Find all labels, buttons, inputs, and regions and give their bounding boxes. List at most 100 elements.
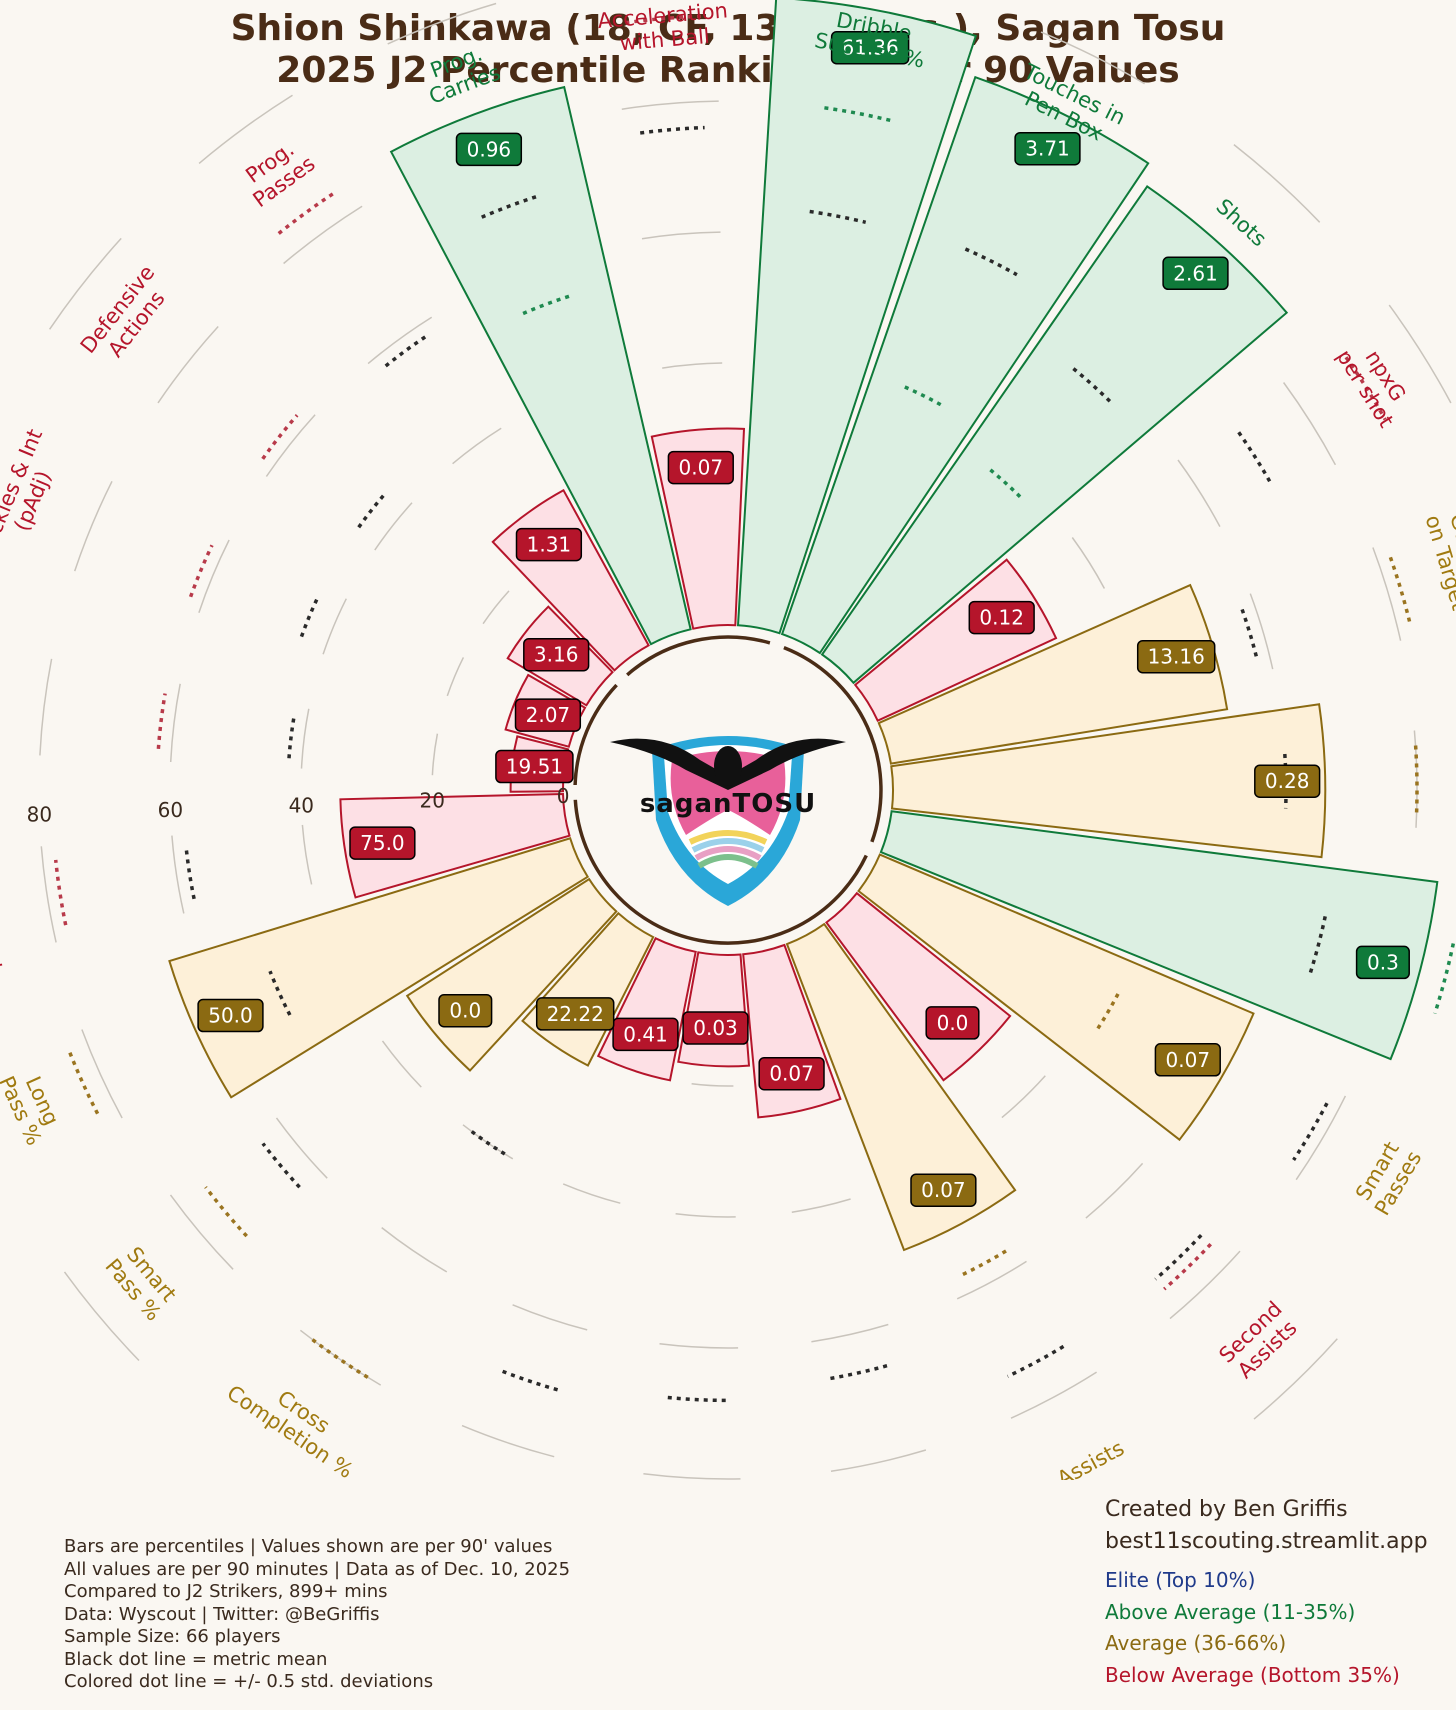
group-arc bbox=[783, 645, 883, 843]
value-label: 0.28 bbox=[1254, 764, 1321, 798]
gridline-arc bbox=[63, 1271, 140, 1362]
mean-dot-line bbox=[1237, 431, 1273, 485]
value-label-text: 0.07 bbox=[769, 1062, 814, 1086]
legend: Elite (Top 10%) Above Average (11-35%) A… bbox=[1105, 1565, 1400, 1691]
value-label-box bbox=[535, 997, 615, 1031]
mean-dot-line bbox=[1292, 1102, 1329, 1161]
gridline-arc bbox=[1001, 1075, 1046, 1119]
footer-note: Data: Wyscout | Twitter: @BeGriffis bbox=[64, 1603, 380, 1625]
value-label-text: 0.07 bbox=[921, 1178, 966, 1202]
metric-label: Shots bbox=[1211, 194, 1271, 251]
footer-notes: Bars are percentiles | Values shown are … bbox=[64, 1536, 570, 1694]
value-label-text: 3.16 bbox=[534, 643, 579, 667]
std-dev-dot-line bbox=[1163, 1243, 1212, 1291]
metric-label-text: npxGper shot bbox=[1332, 333, 1419, 432]
footer-note: Sample Size: 66 players bbox=[64, 1626, 281, 1647]
std-dev-dot-line bbox=[156, 693, 167, 750]
gridline-arc bbox=[367, 316, 433, 365]
value-label-text: 19.51 bbox=[506, 755, 563, 779]
gridline-arc bbox=[811, 1323, 889, 1343]
metric-label: Tackles & Int(pAdj) bbox=[0, 426, 56, 559]
std-dev-dot-line bbox=[522, 294, 572, 316]
bar bbox=[879, 810, 1439, 1061]
gridline-arc bbox=[381, 1040, 422, 1088]
percentile-radar-chart: 020406080100 19.512.073.161.310.960.0761… bbox=[0, 0, 1456, 1480]
value-label: 22.22 bbox=[535, 997, 615, 1031]
metric-label: DefensiveActions bbox=[76, 261, 170, 362]
value-label-box bbox=[514, 698, 582, 732]
value-label-box bbox=[910, 1173, 977, 1207]
value-label-box bbox=[968, 600, 1035, 635]
gridline-arc bbox=[301, 824, 313, 885]
gridline-arc bbox=[512, 1304, 588, 1331]
bar bbox=[820, 185, 1289, 685]
logo-stripe bbox=[688, 830, 768, 845]
gridline-arc bbox=[40, 846, 57, 943]
value-label: 0.3 bbox=[1355, 945, 1410, 980]
std-dev-dot-line bbox=[1433, 943, 1456, 1015]
mean-dot-line bbox=[809, 209, 867, 225]
std-dev-dot-line bbox=[188, 544, 214, 598]
std-dev-dot-line bbox=[261, 414, 299, 460]
std-dev-dot-line bbox=[67, 1050, 100, 1115]
metric-label-text: LongPass % bbox=[0, 1063, 68, 1149]
value-label-box bbox=[830, 30, 910, 65]
value-label-text: 75.0 bbox=[360, 831, 405, 855]
gridline-arc bbox=[1169, 1250, 1241, 1320]
value-label-box bbox=[349, 826, 416, 860]
mean-dot-line bbox=[1072, 367, 1115, 406]
metric-label-text: Assists bbox=[1053, 1436, 1128, 1480]
value-label: 50.0 bbox=[197, 998, 264, 1033]
value-label-box bbox=[1355, 945, 1410, 980]
value-label-text: 2.07 bbox=[526, 703, 571, 727]
gridline-arc bbox=[446, 657, 465, 697]
legend-item-average: Average (36-66%) bbox=[1105, 1631, 1287, 1655]
value-labels: 19.51 2.07 3.16 1.31 0.96 0.07 61.36 3.71 2.61 0.… bbox=[197, 30, 1410, 1207]
metric-label: Goals/Shoton Target % bbox=[1421, 506, 1456, 639]
group-arcs bbox=[573, 635, 883, 945]
metric-label: SmartPass % bbox=[100, 1242, 181, 1325]
std-dev-dot-line bbox=[904, 385, 945, 408]
mean-dot-line bbox=[499, 1368, 559, 1392]
metric-label: Prog.Passes bbox=[234, 132, 319, 212]
value-label: 0.96 bbox=[455, 132, 523, 167]
metric-label: SecondAssists bbox=[1214, 1297, 1301, 1383]
value-label-text: 0.3 bbox=[1367, 950, 1399, 974]
gridline-arc bbox=[691, 1083, 734, 1087]
std-dev-dot-line bbox=[311, 1338, 369, 1379]
gridline-arc bbox=[452, 427, 502, 465]
credit-site: best11scouting.streamlit.app bbox=[1105, 1529, 1428, 1554]
value-label-text: 0.41 bbox=[623, 1022, 668, 1046]
value-label: 3.71 bbox=[1014, 131, 1081, 166]
value-label: 61.36 bbox=[830, 30, 910, 65]
value-label: 2.07 bbox=[514, 698, 582, 732]
value-label-box bbox=[682, 1011, 749, 1045]
mean-dot-line bbox=[639, 125, 705, 135]
value-label-text: 0.0 bbox=[937, 1011, 969, 1035]
radial-tick-label: 40 bbox=[289, 793, 314, 817]
std-dev-dot-line bbox=[959, 1249, 1007, 1278]
gridline-arc bbox=[1249, 593, 1274, 670]
value-label: 0.07 bbox=[667, 450, 734, 485]
value-label-box bbox=[1014, 131, 1081, 166]
mean-dot-line bbox=[384, 333, 430, 368]
gridline-arc bbox=[659, 1343, 739, 1349]
value-label-text: 0.96 bbox=[467, 137, 512, 161]
metric-label-line: Shots bbox=[1211, 194, 1271, 251]
metric-label: npxGper shot bbox=[1332, 333, 1419, 432]
mean-dot-line bbox=[1006, 1344, 1065, 1378]
mean-dot-line bbox=[666, 1395, 726, 1403]
metric-label-text: Shots bbox=[1211, 194, 1271, 251]
metric-label-text: Goals/Shoton Target % bbox=[1421, 506, 1456, 639]
value-label: 0.07 bbox=[758, 1056, 825, 1091]
bar bbox=[389, 85, 692, 646]
mean-dot-line bbox=[964, 247, 1018, 277]
bar bbox=[168, 837, 590, 1099]
mean-dot-line bbox=[184, 846, 196, 900]
bar bbox=[853, 558, 1058, 723]
value-label-text: 61.36 bbox=[841, 36, 898, 60]
value-label: 13.16 bbox=[1136, 639, 1216, 674]
metric-label-text: Prog.Passes bbox=[234, 132, 319, 212]
logo-stripe bbox=[691, 838, 765, 853]
bar bbox=[780, 75, 1150, 655]
